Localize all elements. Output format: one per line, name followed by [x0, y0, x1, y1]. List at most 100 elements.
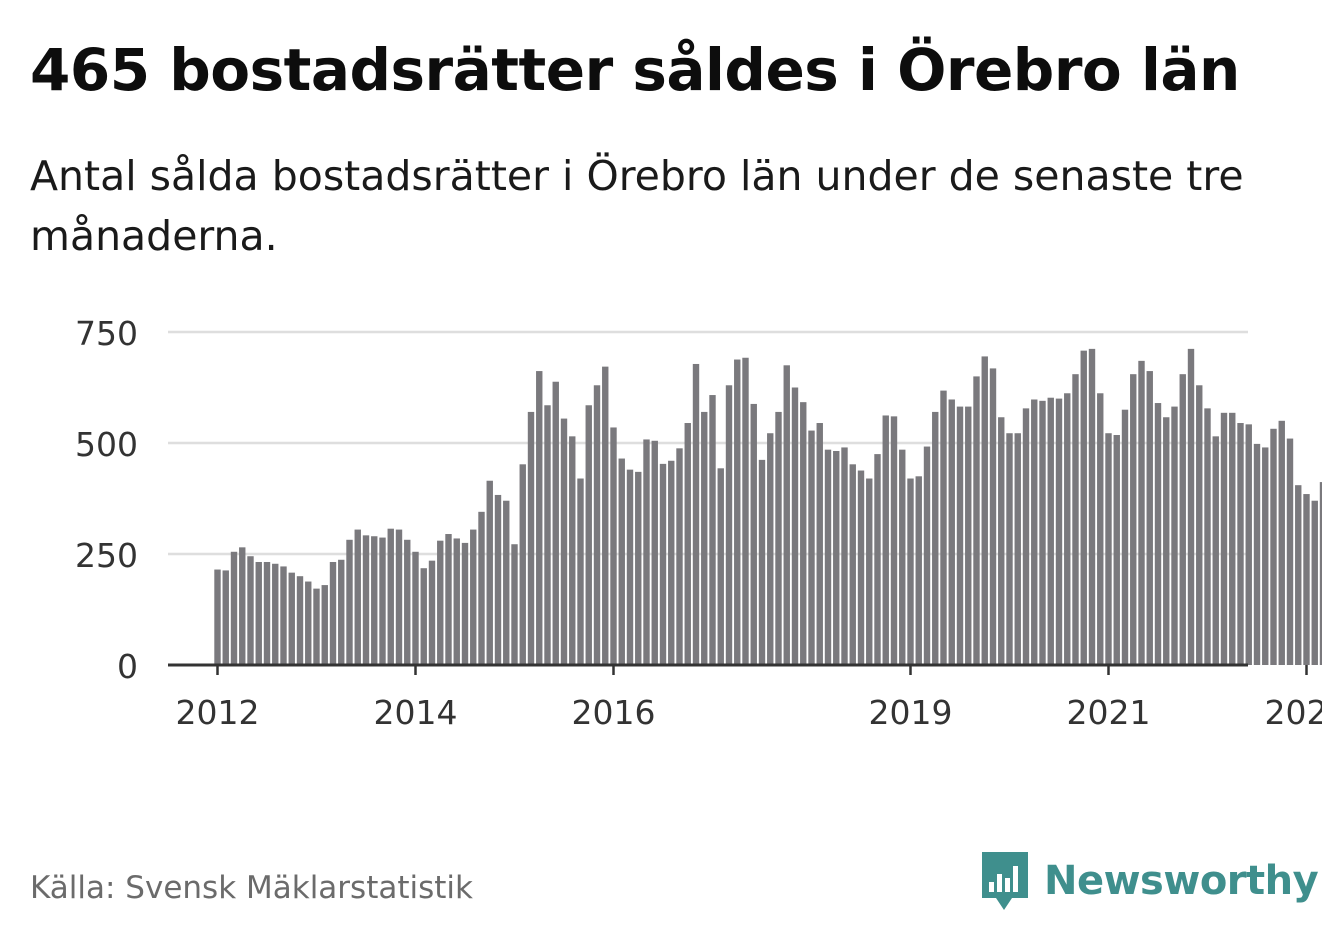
bar — [750, 403, 757, 665]
bar — [1278, 420, 1285, 665]
bar — [387, 528, 394, 665]
bar — [420, 568, 427, 665]
bar — [486, 480, 493, 665]
bar — [948, 399, 955, 665]
bar — [453, 538, 460, 665]
bar — [362, 535, 370, 665]
bar — [692, 363, 700, 665]
bar — [899, 449, 906, 665]
bar — [1088, 348, 1096, 665]
bar — [1105, 433, 1112, 665]
bar — [1121, 409, 1129, 665]
bar — [618, 458, 625, 665]
bar — [1138, 360, 1145, 665]
bar — [841, 447, 848, 665]
bar — [536, 371, 543, 665]
bar — [346, 539, 353, 665]
bar — [890, 416, 898, 665]
bar — [1286, 438, 1294, 665]
bar — [1270, 428, 1277, 665]
bar — [1031, 399, 1038, 665]
bar — [923, 446, 931, 665]
bar — [651, 440, 658, 665]
bar — [940, 390, 947, 665]
bar — [478, 511, 485, 665]
bar — [544, 405, 551, 665]
bar — [1212, 436, 1219, 665]
bar — [1229, 412, 1236, 665]
bar — [569, 436, 576, 665]
bar — [981, 356, 988, 665]
x-tick-label: 2016 — [572, 693, 656, 732]
x-axis-labels: 2012 2014 2016 2019 2021 2023 — [176, 665, 1322, 732]
x-tick-label: 2014 — [374, 693, 458, 732]
bar — [503, 500, 510, 665]
bar — [1006, 433, 1013, 665]
bar — [354, 529, 361, 665]
bar — [1022, 408, 1030, 665]
bar — [379, 537, 386, 665]
y-tick-label: 0 — [117, 647, 138, 686]
bar — [1303, 494, 1310, 665]
bar — [956, 406, 964, 665]
bar — [288, 572, 295, 665]
bar — [775, 411, 782, 665]
bar — [849, 464, 856, 665]
bar — [1295, 485, 1302, 665]
bar — [758, 459, 766, 665]
y-tick-label: 250 — [75, 536, 138, 575]
bar — [668, 460, 675, 665]
bar — [725, 385, 733, 665]
bar — [676, 448, 683, 665]
bar — [1047, 397, 1054, 665]
bar — [1097, 393, 1104, 665]
bar — [816, 423, 823, 665]
bar — [874, 454, 881, 665]
bar — [882, 415, 889, 665]
bar — [602, 366, 609, 665]
bar — [560, 418, 568, 665]
bar — [1171, 406, 1178, 665]
x-tick-label: 2021 — [1067, 693, 1151, 732]
bar — [519, 464, 526, 665]
bar — [585, 405, 592, 665]
bar — [866, 478, 873, 665]
bar — [445, 534, 452, 665]
bar — [1187, 348, 1195, 665]
x-tick-label: 2023 — [1265, 693, 1322, 732]
source-note: Källa: Svensk Mäklarstatistik — [30, 870, 473, 906]
bar — [428, 560, 436, 665]
bar — [709, 395, 716, 665]
bar — [1014, 433, 1021, 665]
bar — [494, 494, 502, 665]
bar — [635, 471, 642, 665]
bars — [214, 348, 1322, 665]
bar — [1163, 417, 1170, 665]
bar — [313, 588, 320, 665]
bar — [214, 569, 221, 665]
bar — [824, 449, 832, 665]
bar — [808, 430, 815, 665]
bar — [1220, 412, 1228, 665]
bar — [717, 468, 724, 665]
bar — [1072, 374, 1079, 665]
bar — [998, 417, 1005, 665]
bar — [1039, 400, 1046, 665]
bar — [577, 478, 584, 665]
bar — [610, 427, 617, 665]
bar — [230, 551, 238, 665]
bar — [371, 536, 378, 665]
bar — [593, 385, 601, 665]
bar — [767, 433, 774, 665]
bar — [527, 411, 535, 665]
bar — [255, 561, 262, 665]
bar — [338, 559, 345, 665]
bar — [280, 566, 287, 665]
bar — [470, 529, 477, 665]
bar — [1064, 393, 1071, 665]
bar — [791, 387, 799, 665]
bar-chart-speech-bubble-icon — [982, 852, 1028, 910]
bar — [412, 551, 419, 665]
bar — [1055, 398, 1063, 665]
bar — [907, 478, 914, 665]
